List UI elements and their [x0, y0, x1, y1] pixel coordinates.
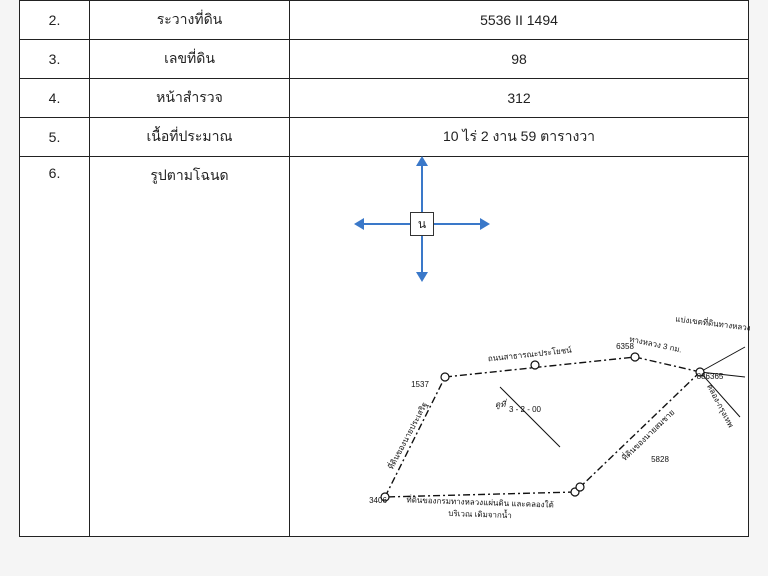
svg-text:ถนนสาธารณะประโยชน์: ถนนสาธารณะประโยชน์ — [487, 345, 572, 364]
svg-text:6358: 6358 — [616, 342, 634, 351]
row-value: 98 — [290, 40, 749, 79]
table-row: 3. เลขที่ดิน 98 — [20, 40, 749, 79]
land-info-table: 2. ระวางที่ดิน 5536 II 1494 3. เลขที่ดิน… — [19, 0, 749, 537]
row-number: 2. — [20, 1, 90, 40]
svg-text:3406: 3406 — [369, 496, 387, 505]
svg-text:ทางหลวง 3 กม.: ทางหลวง 3 กม. — [628, 335, 682, 355]
row-label: เนื้อที่ประมาณ — [90, 118, 290, 157]
table-row: 5. เนื้อที่ประมาณ 10 ไร่ 2 งาน 59 ตารางว… — [20, 118, 749, 157]
land-plot-sketch: ที่ดินของนายประเสริฐ ถนนสาธารณะประโยชน์ ทา… — [350, 287, 750, 527]
svg-text:3 - 2 - 00: 3 - 2 - 00 — [509, 405, 542, 414]
svg-text:บริเวณ เดิมจากน้ำ: บริเวณ เดิมจากน้ำ — [448, 507, 512, 520]
compass-north-label: น — [410, 212, 434, 236]
svg-text:886365: 886365 — [697, 372, 724, 381]
row-label: ระวางที่ดิน — [90, 1, 290, 40]
table-row-diagram: 6. รูปตามโฉนด น ที่ดินของนายประเสริฐ ถนนส… — [20, 157, 749, 537]
table-row: 4. หน้าสำรวจ 312 — [20, 79, 749, 118]
row-value: 312 — [290, 79, 749, 118]
row-number: 6. — [20, 157, 90, 537]
svg-text:1537: 1537 — [411, 380, 429, 389]
row-label: เลขที่ดิน — [90, 40, 290, 79]
svg-text:ที่ดินของนายประเสริฐ: ที่ดินของนายประเสริฐ — [385, 400, 430, 471]
svg-text:คลอง-กรุงเทพ: คลอง-กรุงเทพ — [705, 383, 735, 430]
diagram-cell: น ที่ดินของนายประเสริฐ ถนนสาธารณะประโยชน์… — [290, 157, 749, 537]
row-value: 5536 II 1494 — [290, 1, 749, 40]
svg-text:5828: 5828 — [651, 455, 669, 464]
svg-text:แบ่งเขตที่ดินทางหลวงสาม: แบ่งเขตที่ดินทางหลวงสาม — [675, 313, 750, 335]
row-number: 5. — [20, 118, 90, 157]
svg-text:ดูที่: ดูที่ — [495, 398, 507, 410]
row-number: 4. — [20, 79, 90, 118]
row-value: 10 ไร่ 2 งาน 59 ตารางวา — [290, 118, 749, 157]
table-row: 2. ระวางที่ดิน 5536 II 1494 — [20, 1, 749, 40]
row-number: 3. — [20, 40, 90, 79]
svg-text:ที่ดินของกรมทางหลวงแผ่นดิน และ: ที่ดินของกรมทางหลวงแผ่นดิน และคลองใต้ — [406, 493, 554, 509]
row-label: หน้าสำรวจ — [90, 79, 290, 118]
row-label: รูปตามโฉนด — [90, 157, 290, 537]
